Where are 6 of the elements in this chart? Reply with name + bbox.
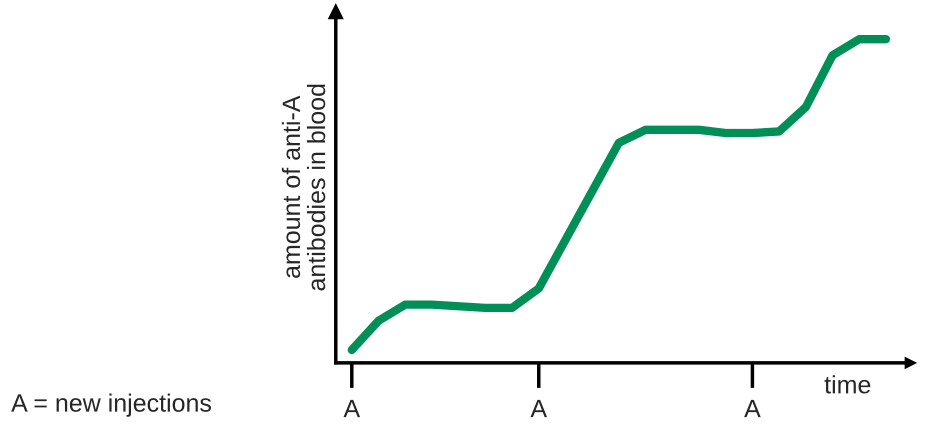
text: A = new injections [11, 393, 212, 417]
x-tick-label: A [344, 400, 360, 418]
x-tick-label: A [744, 400, 761, 418]
x-tick-label: A [530, 400, 548, 418]
x-axis-title: time [824, 375, 870, 394]
y-axis-title: amount of anti-A antibodies in blood [282, 84, 326, 290]
